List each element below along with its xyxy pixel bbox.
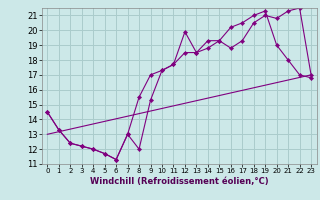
- X-axis label: Windchill (Refroidissement éolien,°C): Windchill (Refroidissement éolien,°C): [90, 177, 268, 186]
